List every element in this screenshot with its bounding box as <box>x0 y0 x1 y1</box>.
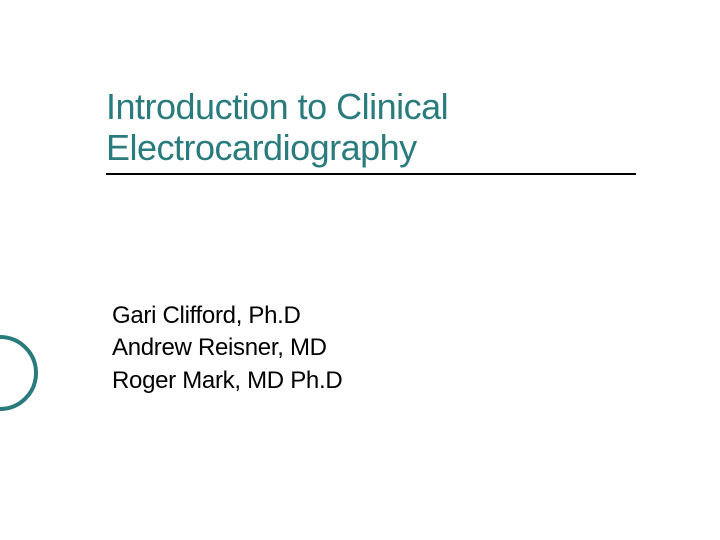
author-line: Gari Clifford, Ph.D <box>112 300 612 332</box>
authors-block: Gari Clifford, Ph.D Andrew Reisner, MD R… <box>112 300 612 397</box>
title-underline: Electrocardiography <box>106 126 636 175</box>
author-line: Andrew Reisner, MD <box>112 332 612 364</box>
title-block: Introduction to Clinical Electrocardiogr… <box>106 85 646 175</box>
author-line: Roger Mark, MD Ph.D <box>112 365 612 397</box>
decorative-ring-bullet <box>0 335 38 411</box>
slide-title-line1: Introduction to Clinical <box>106 85 646 128</box>
slide-title-line2: Electrocardiography <box>106 127 417 168</box>
